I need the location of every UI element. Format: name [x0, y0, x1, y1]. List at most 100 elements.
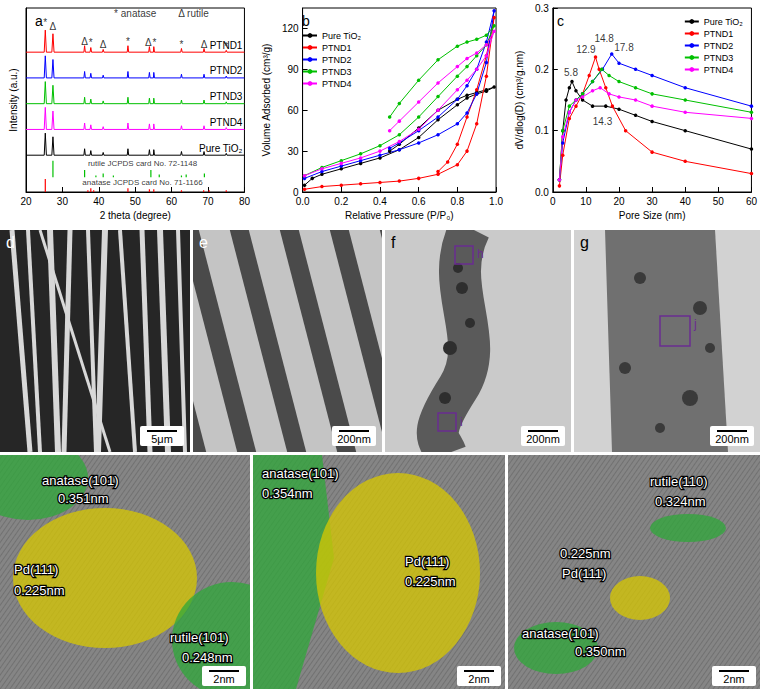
- svg-text:0.8: 0.8: [450, 196, 464, 207]
- svg-text:* anatase: * anatase: [114, 8, 157, 19]
- svg-text:30: 30: [287, 146, 299, 157]
- svg-text:anatase(101): anatase(101): [42, 473, 119, 488]
- svg-text:rutile JCPDS card No. 72-1148: rutile JCPDS card No. 72-1148: [88, 159, 198, 168]
- svg-text:0.1: 0.1: [535, 125, 549, 136]
- svg-text:50: 50: [713, 196, 725, 207]
- svg-text:40: 40: [680, 196, 692, 207]
- svg-text:0.351nm: 0.351nm: [58, 491, 109, 506]
- svg-text:Pd(111): Pd(111): [405, 554, 449, 569]
- svg-text:f: f: [391, 234, 396, 251]
- svg-text:h: h: [477, 247, 484, 261]
- svg-text:2nm: 2nm: [723, 673, 744, 685]
- svg-text:anatase(101): anatase(101): [262, 466, 339, 481]
- svg-text:20: 20: [20, 196, 32, 207]
- svg-text:0.354nm: 0.354nm: [262, 486, 313, 501]
- svg-text:0.3: 0.3: [535, 3, 549, 14]
- svg-text:20: 20: [613, 196, 625, 207]
- svg-text:200nm: 200nm: [526, 433, 560, 445]
- svg-text:200nm: 200nm: [715, 433, 749, 445]
- svg-text:0.0: 0.0: [296, 196, 310, 207]
- svg-text:*: *: [153, 37, 157, 48]
- svg-text:PTND3: PTND3: [322, 67, 352, 77]
- svg-text:b: b: [302, 13, 310, 29]
- svg-text:50: 50: [130, 196, 142, 207]
- svg-text:60: 60: [746, 196, 758, 207]
- svg-text:anatase JCPDS card No. 71-1166: anatase JCPDS card No. 71-1166: [82, 178, 203, 187]
- svg-text:PTND2: PTND2: [210, 65, 243, 76]
- svg-text:Volume Adsorbed (cm³/g): Volume Adsorbed (cm³/g): [261, 44, 272, 157]
- svg-text:Δ: Δ: [200, 39, 208, 51]
- svg-text:g: g: [580, 234, 589, 251]
- svg-text:Pure TiO₂: Pure TiO₂: [322, 31, 362, 41]
- svg-text:1.0: 1.0: [489, 196, 503, 207]
- svg-text:60: 60: [166, 196, 178, 207]
- svg-text:Pd(111): Pd(111): [562, 566, 606, 581]
- svg-text:dV/dlog(D) (cm³/g.nm): dV/dlog(D) (cm³/g.nm): [514, 51, 525, 150]
- svg-text:120: 120: [282, 23, 299, 34]
- svg-text:Δ: Δ: [81, 36, 88, 47]
- svg-text:*: *: [126, 36, 130, 47]
- svg-text:j: j: [693, 317, 697, 331]
- svg-text:0.225nm: 0.225nm: [560, 546, 611, 561]
- svg-text:a: a: [35, 13, 43, 29]
- svg-text:d: d: [6, 234, 15, 251]
- svg-text:14.8: 14.8: [594, 33, 614, 44]
- svg-text:30: 30: [647, 196, 659, 207]
- svg-text:12.9: 12.9: [576, 44, 596, 55]
- svg-text:2nm: 2nm: [468, 673, 489, 685]
- svg-text:Δ: Δ: [100, 39, 107, 50]
- svg-text:200nm: 200nm: [337, 433, 371, 445]
- svg-text:Intensity (a.u.): Intensity (a.u.): [8, 68, 19, 131]
- svg-text:PTND3: PTND3: [704, 53, 734, 63]
- svg-text:Pure TiO₂: Pure TiO₂: [199, 143, 242, 154]
- svg-text:0.4: 0.4: [373, 196, 387, 207]
- svg-text:14.3: 14.3: [593, 116, 613, 127]
- svg-text:PTND4: PTND4: [322, 79, 352, 89]
- svg-text:0.225nm: 0.225nm: [405, 574, 456, 589]
- svg-text:PTND1: PTND1: [322, 43, 352, 53]
- svg-text:*: *: [43, 17, 47, 28]
- svg-text:PTND1: PTND1: [704, 29, 734, 39]
- svg-text:Relative Pressure (P/P₀): Relative Pressure (P/P₀): [345, 210, 454, 221]
- svg-text:i: i: [460, 415, 463, 429]
- svg-text:0.225nm: 0.225nm: [14, 583, 65, 598]
- svg-text:60: 60: [287, 105, 299, 116]
- svg-text:80: 80: [239, 196, 251, 207]
- svg-text:0: 0: [550, 196, 556, 207]
- svg-text:90: 90: [287, 64, 299, 75]
- svg-text:rutile(110): rutile(110): [650, 474, 708, 489]
- svg-text:40: 40: [93, 196, 105, 207]
- svg-text:Pore Size (nm): Pore Size (nm): [619, 210, 686, 221]
- svg-text:30: 30: [57, 196, 69, 207]
- svg-text:10: 10: [580, 196, 592, 207]
- svg-text:0.2: 0.2: [334, 196, 348, 207]
- svg-text:5.8: 5.8: [564, 67, 578, 78]
- svg-text:anatase(101): anatase(101): [522, 626, 599, 641]
- svg-text:0.350nm: 0.350nm: [575, 644, 626, 659]
- svg-text:0.2: 0.2: [535, 64, 549, 75]
- svg-text:PTND1: PTND1: [210, 40, 243, 51]
- svg-text:Pure TiO₂: Pure TiO₂: [704, 17, 744, 27]
- svg-text:PTND4: PTND4: [210, 117, 243, 128]
- svg-text:Δ: Δ: [145, 37, 152, 48]
- svg-text:Pd(111): Pd(111): [14, 562, 58, 577]
- svg-text:0.248nm: 0.248nm: [182, 650, 233, 665]
- svg-text:Δ rutile: Δ rutile: [178, 8, 209, 19]
- svg-text:rutile(101): rutile(101): [170, 630, 229, 645]
- svg-text:2 theta (degree): 2 theta (degree): [100, 210, 171, 221]
- svg-text:70: 70: [202, 196, 214, 207]
- svg-text:0.324nm: 0.324nm: [655, 494, 706, 509]
- svg-text:*: *: [89, 37, 93, 48]
- svg-text:0.6: 0.6: [412, 196, 426, 207]
- svg-text:Δ: Δ: [50, 21, 57, 32]
- svg-text:PTND3: PTND3: [210, 91, 243, 102]
- svg-text:PTND4: PTND4: [704, 65, 734, 75]
- svg-text:5μm: 5μm: [151, 433, 173, 445]
- svg-text:e: e: [199, 234, 208, 251]
- svg-text:17.8: 17.8: [614, 42, 634, 53]
- svg-text:PTND2: PTND2: [704, 41, 734, 51]
- svg-text:PTND2: PTND2: [322, 55, 352, 65]
- svg-text:c: c: [557, 13, 564, 29]
- svg-text:0.0: 0.0: [535, 187, 549, 198]
- svg-text:2nm: 2nm: [213, 673, 234, 685]
